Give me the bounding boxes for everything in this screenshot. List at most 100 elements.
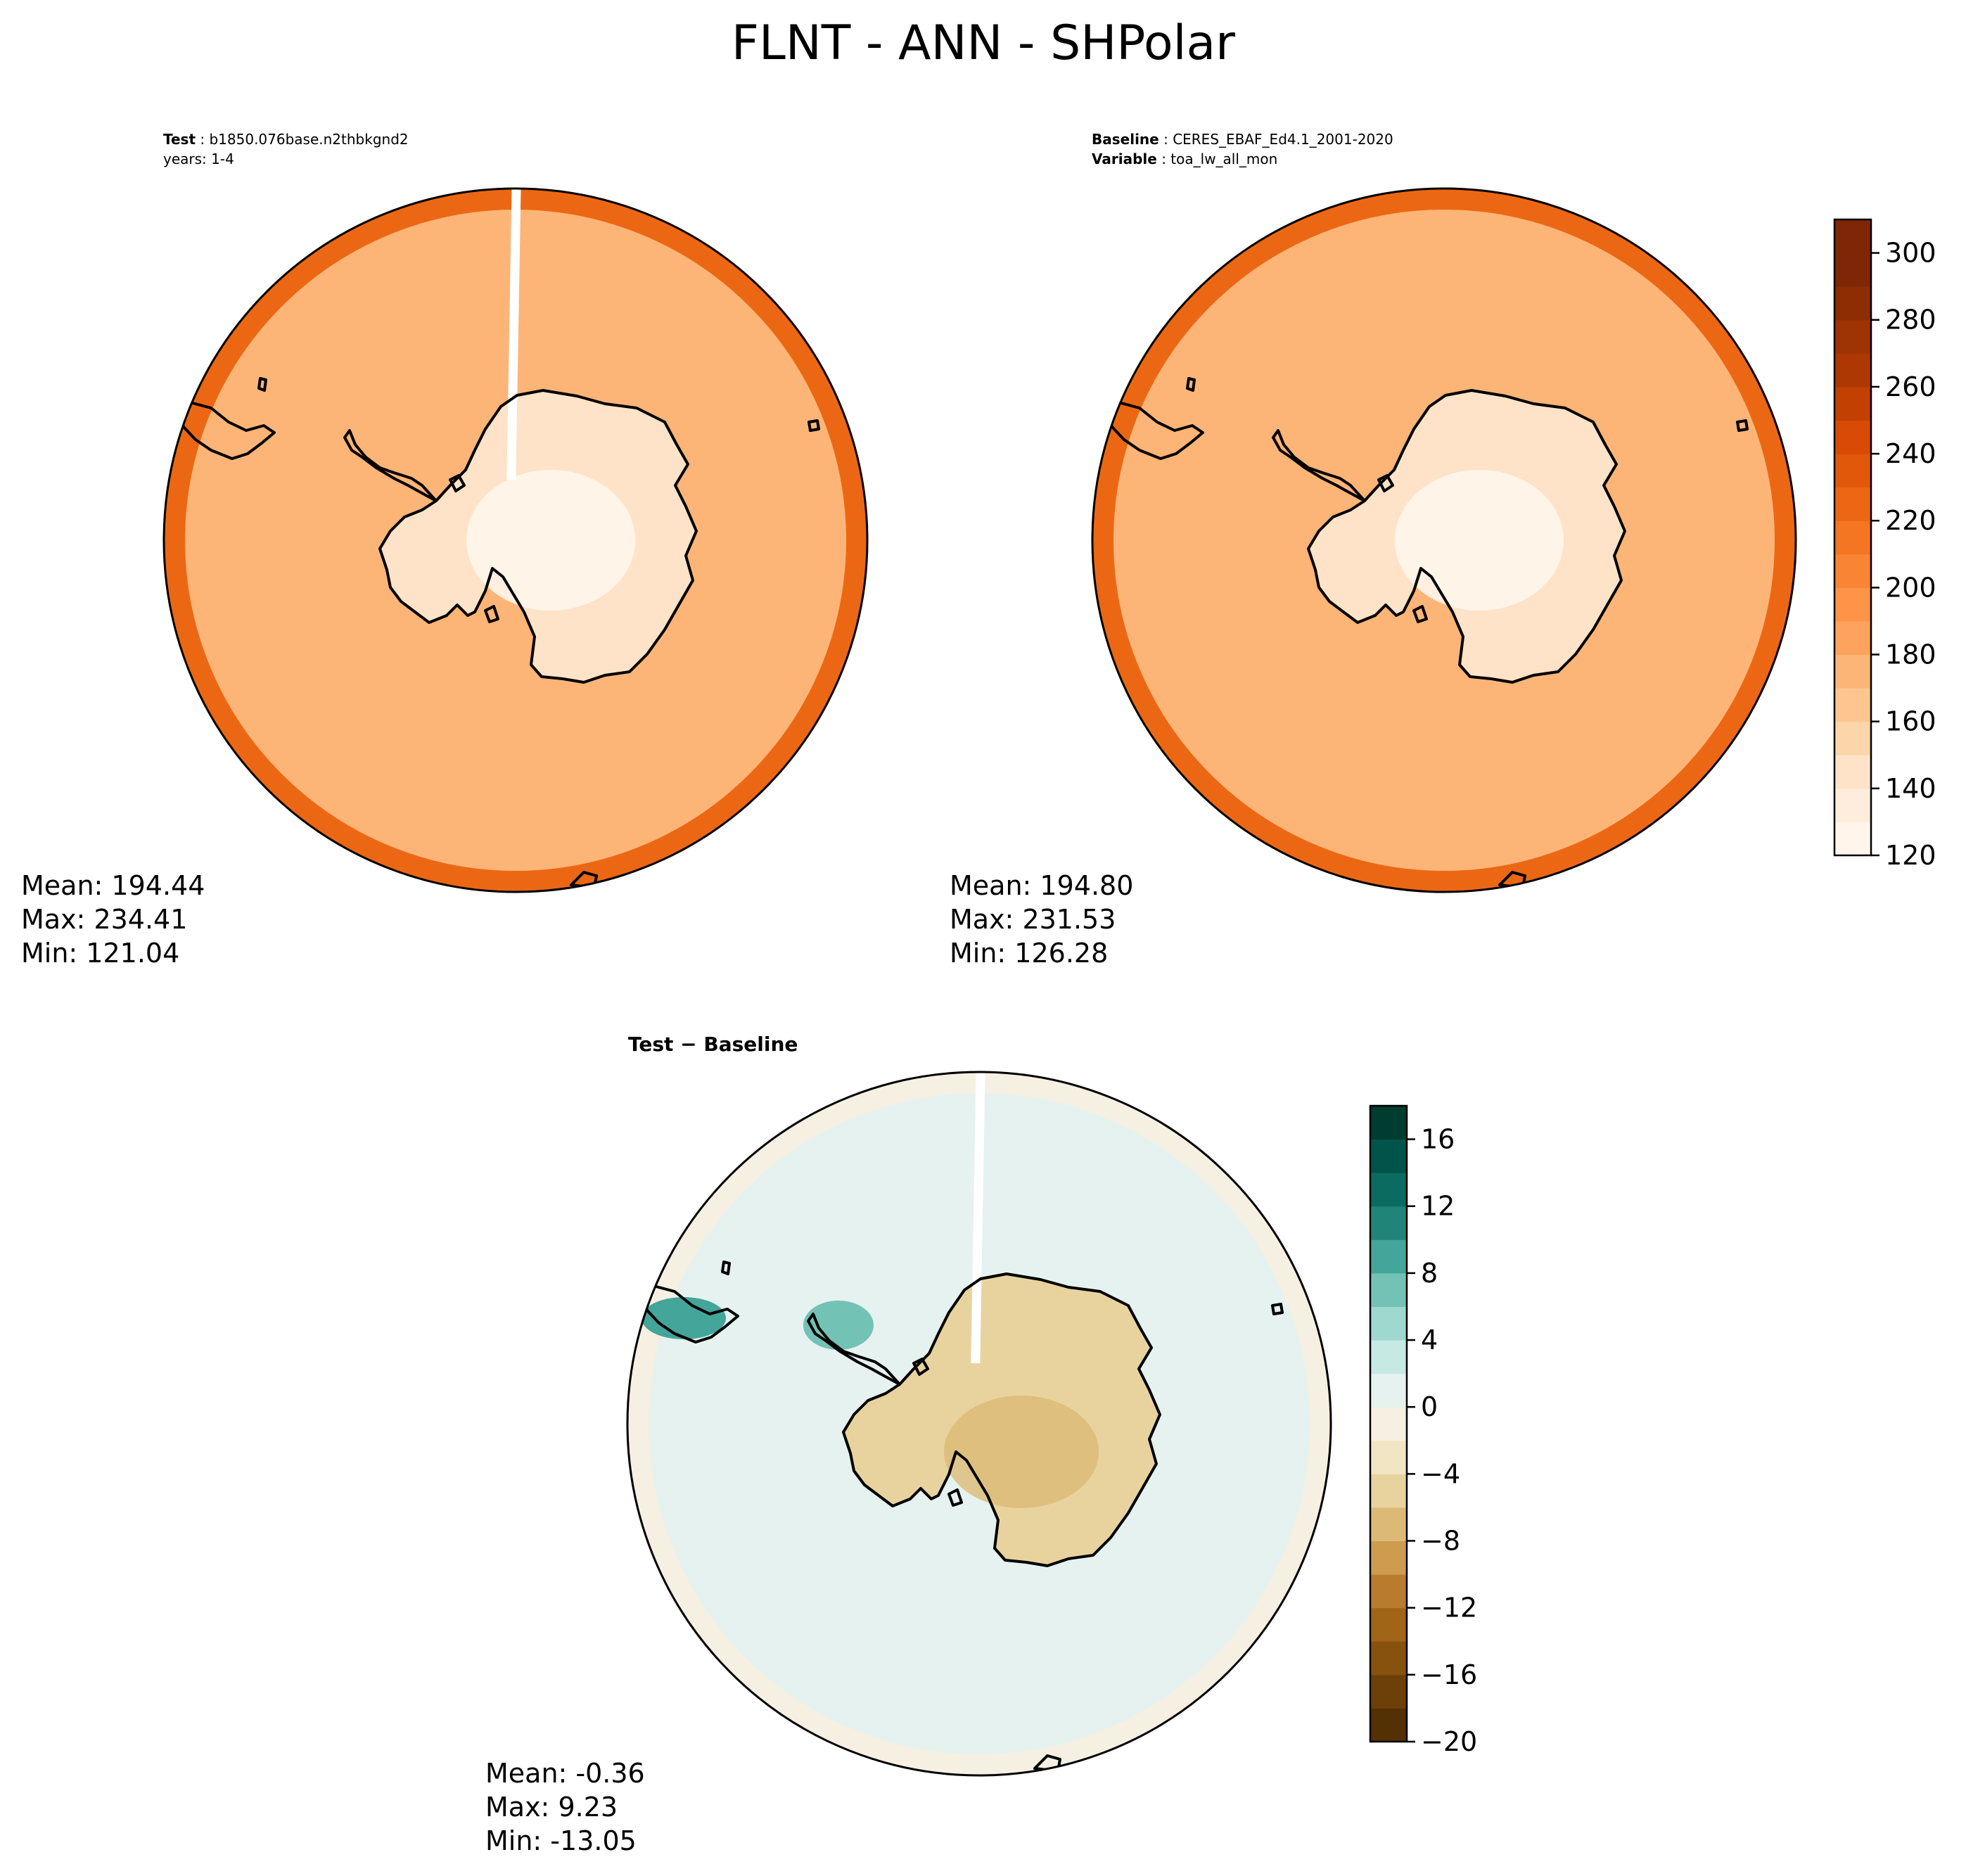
- colorbar-segment: [1370, 1306, 1407, 1341]
- field-test: [164, 189, 867, 892]
- stat-min-diff: Min: -13.05: [485, 1825, 637, 1856]
- panel-baseline-header-sep1: :: [1159, 131, 1173, 148]
- colorbar-segment: [1370, 1674, 1407, 1709]
- colorbar-tick-label: −16: [1421, 1659, 1477, 1690]
- colorbar-segment: [1834, 386, 1871, 421]
- colorbar-segment: [1370, 1474, 1407, 1508]
- map-boundary-baseline: [1091, 187, 1797, 893]
- colorbar-tick-label: 16: [1421, 1124, 1455, 1155]
- colorbar-segment: [1834, 755, 1871, 789]
- field-land-interior: [466, 470, 635, 611]
- map-boundary-diff: [626, 1071, 1332, 1777]
- colorbar-segment: [1834, 554, 1871, 588]
- colorbar-tick-label: 140: [1885, 773, 1936, 804]
- stat-mean-test: Mean: 194.44: [21, 870, 205, 901]
- map-test: [164, 189, 867, 892]
- colorbar-frame: [1369, 1104, 1408, 1743]
- colorbar-segment: [1834, 822, 1871, 856]
- colorbar-segment: [1370, 1139, 1407, 1173]
- colorbar-segment: [1834, 454, 1871, 488]
- colorbar-segment: [1834, 219, 1871, 254]
- colorbar-tick-label: 240: [1885, 438, 1936, 469]
- stat-min-baseline: Min: 126.28: [950, 938, 1108, 969]
- panel-test-header-key: Test: [163, 131, 196, 148]
- colorbar-tick-label: −12: [1421, 1593, 1477, 1623]
- panel-baseline-header-key1: Baseline: [1092, 131, 1159, 148]
- colorbar-segment: [1370, 1540, 1407, 1575]
- stat-max-diff: Max: 9.23: [485, 1792, 618, 1823]
- colorbar-segment: [1834, 688, 1871, 722]
- colorbar-segment: [1834, 286, 1871, 321]
- colorbar-tick-label: −20: [1421, 1726, 1477, 1757]
- colorbar-segment: [1834, 587, 1871, 622]
- colorbar-tick-label: 160: [1885, 706, 1936, 737]
- colorbar-tick-label: 260: [1885, 371, 1936, 402]
- colorbar-segment: [1834, 620, 1871, 656]
- colorbar-segment: [1370, 1340, 1407, 1374]
- colorbar-difference: −20 −16 −12 −8 −4 0 4 8 12 16: [1369, 1104, 1477, 1757]
- figure-title: FLNT - ANN - SHPolar: [732, 15, 1235, 71]
- colorbar-tick-label: 200: [1885, 572, 1936, 603]
- field-anomaly: [803, 1301, 874, 1350]
- colorbar-segment: [1370, 1507, 1407, 1542]
- field-land-interior: [1395, 470, 1564, 611]
- colorbar-segment: [1834, 521, 1871, 555]
- panel-test-header-line2: years: 1-4: [163, 151, 234, 167]
- panel-test-header-line1: Test : b1850.076base.n2thbkgnd2: [163, 131, 409, 148]
- panel-diff-header: Test − Baseline: [628, 1033, 798, 1056]
- colorbar-segment: [1370, 1708, 1407, 1742]
- panel-test-header-value: b1850.076base.n2thbkgnd2: [209, 131, 408, 148]
- stat-max-test: Max: 234.41: [21, 904, 187, 935]
- colorbar-tick-label: 120: [1885, 840, 1936, 871]
- colorbar-segment: [1834, 654, 1871, 689]
- colorbar-frame: [1833, 218, 1872, 857]
- colorbar-tick-label: 4: [1421, 1325, 1438, 1355]
- panel-baseline-header-line2: Variable : toa_lw_all_mon: [1092, 151, 1277, 167]
- colorbar-segment: [1370, 1373, 1407, 1408]
- colorbar-segment: [1834, 353, 1871, 388]
- field-baseline: [1092, 189, 1796, 892]
- panel-baseline: Baseline : CERES_EBAF_Ed4.1_2001-2020 Va…: [950, 131, 1797, 969]
- colorbar-tick-label: 280: [1885, 305, 1936, 336]
- panel-test: Test : b1850.076base.n2thbkgnd2 years: 1…: [21, 131, 869, 969]
- panel-baseline-header-key2: Variable: [1092, 151, 1157, 167]
- colorbar-tick-label: 0: [1421, 1391, 1438, 1422]
- colorbar-segment: [1370, 1574, 1407, 1609]
- colorbar-segment: [1370, 1407, 1407, 1441]
- colorbar-segment: [1834, 253, 1871, 287]
- coastlines: [1104, 377, 1749, 889]
- colorbar-segment: [1834, 420, 1871, 454]
- panel-baseline-header-line1: Baseline : CERES_EBAF_Ed4.1_2001-2020: [1092, 131, 1393, 148]
- colorbar-segment: [1370, 1440, 1407, 1474]
- field-anomaly: [641, 1297, 726, 1339]
- panel-test-header-sep: :: [196, 131, 209, 148]
- colorbar-tick-label: 220: [1885, 505, 1936, 536]
- stat-mean-diff: Mean: -0.36: [485, 1758, 645, 1789]
- panel-baseline-header-value1: CERES_EBAF_Ed4.1_2001-2020: [1173, 131, 1393, 148]
- colorbar-segment: [1834, 487, 1871, 521]
- panel-diff-header-key: Test: [628, 1033, 673, 1056]
- colorbar-segment: [1370, 1106, 1407, 1140]
- colorbar-tick-label: 180: [1885, 639, 1936, 670]
- colorbar-tick-label: 300: [1885, 238, 1936, 269]
- field-land-interior: [944, 1396, 1099, 1508]
- panel-diff-header-value: Baseline: [703, 1033, 798, 1056]
- map-diff: [627, 1072, 1331, 1775]
- colorbar-absolute: 120 140 160 180 200 220 240 260 280 300: [1833, 218, 1936, 871]
- colorbar-segment: [1370, 1272, 1407, 1307]
- stat-max-baseline: Max: 231.53: [950, 904, 1116, 935]
- colorbar-segment: [1370, 1607, 1407, 1642]
- coastlines: [639, 1261, 1284, 1773]
- panel-baseline-header-sep2: :: [1157, 151, 1170, 167]
- colorbar-segment: [1834, 788, 1871, 822]
- colorbar-segment: [1370, 1206, 1407, 1240]
- map-baseline: [1092, 189, 1796, 892]
- field-diff: [627, 1072, 1331, 1775]
- colorbar-tick-label: 8: [1421, 1258, 1438, 1289]
- coastlines: [176, 377, 820, 889]
- colorbar-segment: [1370, 1173, 1407, 1207]
- colorbar-segment: [1834, 721, 1871, 755]
- colorbar-segment: [1370, 1239, 1407, 1274]
- map-boundary-test: [162, 187, 869, 893]
